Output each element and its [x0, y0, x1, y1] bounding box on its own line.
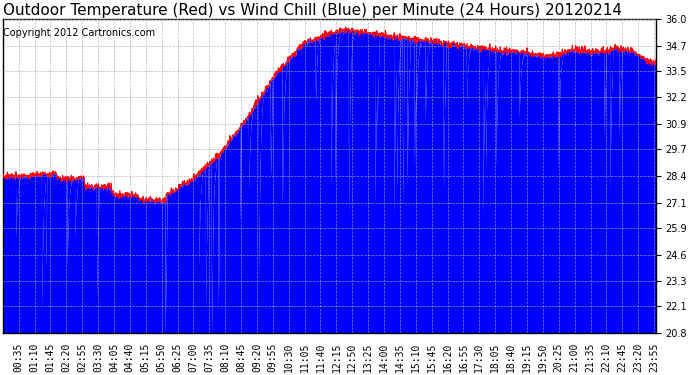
Text: Outdoor Temperature (Red) vs Wind Chill (Blue) per Minute (24 Hours) 20120214: Outdoor Temperature (Red) vs Wind Chill … [3, 3, 622, 18]
Text: Copyright 2012 Cartronics.com: Copyright 2012 Cartronics.com [3, 28, 155, 38]
